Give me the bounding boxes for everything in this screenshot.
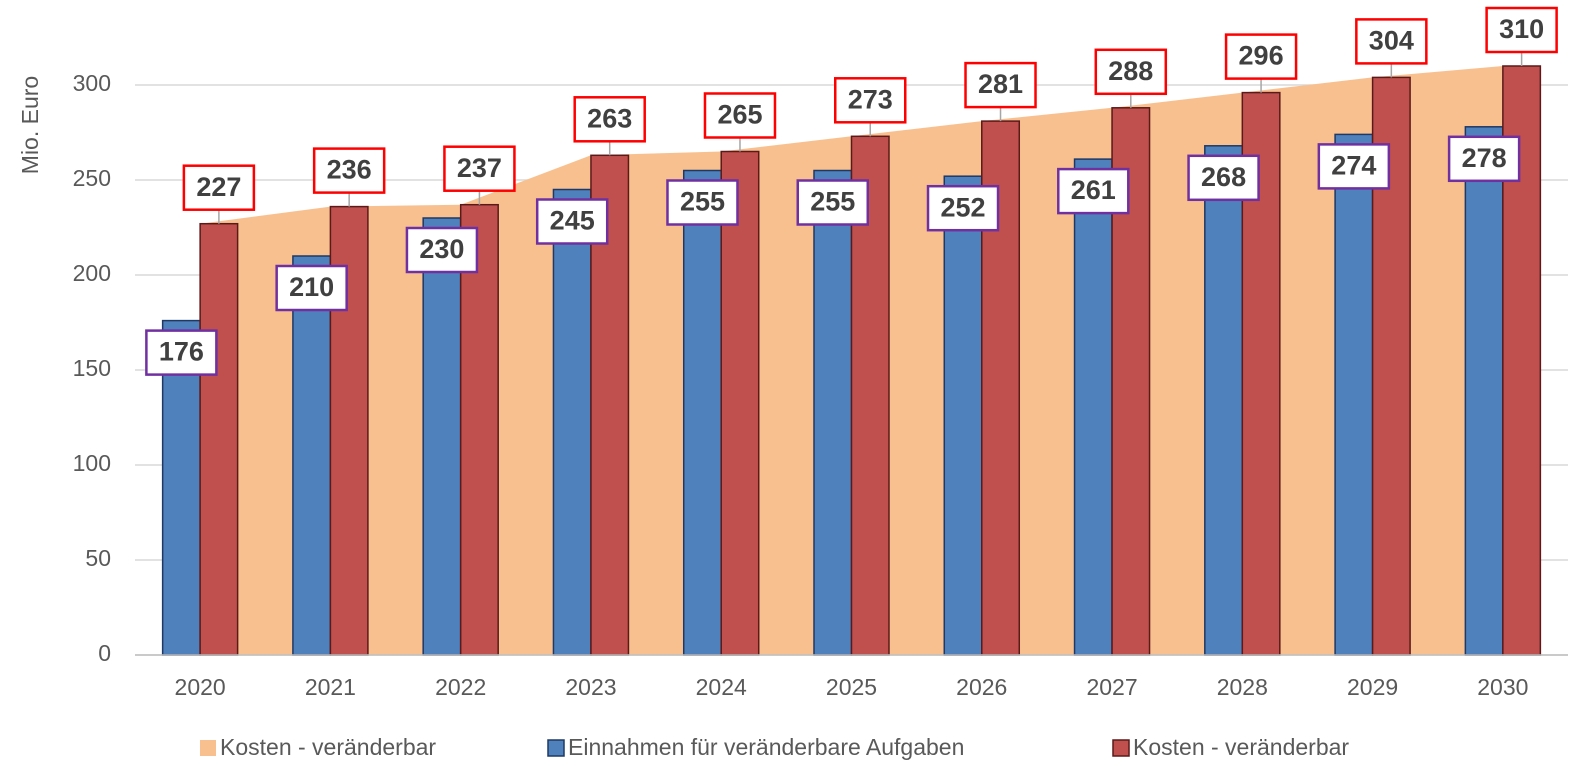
bar bbox=[1204, 145, 1244, 656]
legend-swatch bbox=[547, 739, 565, 757]
y-tick-label: 200 bbox=[73, 260, 111, 286]
data-label: 263 bbox=[587, 103, 632, 133]
bar bbox=[422, 217, 462, 656]
y-tick-label: 50 bbox=[85, 545, 111, 571]
data-label: 278 bbox=[1462, 143, 1507, 173]
legend-label: Einnahmen für veränderbare Aufgaben bbox=[568, 734, 964, 760]
data-label-box bbox=[535, 198, 609, 245]
data-label: 227 bbox=[196, 172, 241, 202]
data-label-box bbox=[834, 77, 907, 124]
data-label: 274 bbox=[1331, 151, 1376, 181]
data-label-box bbox=[573, 96, 646, 143]
data-label: 230 bbox=[419, 234, 464, 264]
data-label-box bbox=[1485, 6, 1558, 54]
data-label: 288 bbox=[1108, 56, 1153, 86]
data-label-box bbox=[666, 179, 739, 226]
x-tick-label: 2020 bbox=[175, 674, 226, 700]
x-tick-label: 2023 bbox=[565, 674, 616, 700]
y-tick-label: 0 bbox=[98, 640, 111, 666]
x-tick-label: 2027 bbox=[1086, 674, 1137, 700]
y-tick-label: 250 bbox=[73, 165, 111, 191]
data-label-box bbox=[1187, 154, 1260, 202]
data-label-box bbox=[1447, 135, 1521, 183]
data-label: 281 bbox=[978, 69, 1023, 99]
data-label-box bbox=[312, 147, 386, 194]
data-label: 261 bbox=[1071, 175, 1116, 205]
y-axis-title: Mio. Euro bbox=[17, 76, 43, 174]
bar bbox=[1464, 126, 1504, 656]
data-label-box bbox=[443, 145, 516, 192]
data-label-box bbox=[703, 92, 777, 139]
data-label: 273 bbox=[848, 84, 893, 114]
data-label: 176 bbox=[159, 337, 204, 367]
x-tick-label: 2021 bbox=[305, 674, 356, 700]
data-label: 210 bbox=[289, 272, 334, 302]
data-label-box bbox=[796, 179, 869, 226]
x-tick-label: 2025 bbox=[826, 674, 877, 700]
x-tick-label: 2028 bbox=[1217, 674, 1268, 700]
data-label-box bbox=[1317, 143, 1391, 190]
data-label: 252 bbox=[940, 192, 985, 222]
legend-label: Kosten - veränderbar bbox=[1133, 734, 1349, 760]
x-tick-label: 2026 bbox=[956, 674, 1007, 700]
y-tick-label: 150 bbox=[73, 355, 111, 381]
data-label-box bbox=[1094, 48, 1168, 96]
data-label: 237 bbox=[457, 153, 502, 183]
bar bbox=[682, 169, 722, 656]
x-tick-label: 2030 bbox=[1477, 674, 1528, 700]
x-tick-label: 2024 bbox=[696, 674, 747, 700]
bar bbox=[292, 255, 332, 656]
data-label-box bbox=[145, 329, 218, 376]
legend-label: Kosten - veränderbar bbox=[220, 734, 436, 760]
bar bbox=[552, 188, 592, 656]
data-label-box bbox=[1355, 18, 1428, 65]
data-label: 310 bbox=[1499, 14, 1544, 44]
data-label: 268 bbox=[1201, 162, 1246, 192]
x-tick-label: 2029 bbox=[1347, 674, 1398, 700]
data-label: 255 bbox=[680, 187, 725, 217]
y-tick-label: 100 bbox=[73, 450, 111, 476]
data-label: 296 bbox=[1239, 41, 1284, 71]
data-label-box bbox=[964, 61, 1037, 109]
data-label-box bbox=[1224, 33, 1298, 80]
data-label-box bbox=[1057, 167, 1130, 215]
data-label-box bbox=[275, 264, 348, 312]
bar bbox=[199, 222, 239, 656]
data-label-box bbox=[182, 164, 256, 211]
bar bbox=[943, 175, 983, 656]
legend-swatch bbox=[1112, 739, 1130, 757]
x-tick-label: 2022 bbox=[435, 674, 486, 700]
bar bbox=[1073, 158, 1113, 656]
y-tick-label: 300 bbox=[73, 70, 111, 96]
bar bbox=[720, 150, 760, 656]
bar bbox=[813, 169, 853, 656]
data-label: 236 bbox=[327, 155, 372, 185]
data-label: 304 bbox=[1369, 26, 1414, 56]
data-label-box bbox=[926, 184, 1000, 232]
data-label: 245 bbox=[550, 206, 595, 236]
legend-swatch bbox=[200, 740, 216, 756]
data-label: 265 bbox=[717, 100, 762, 130]
data-label-box bbox=[405, 226, 479, 274]
data-label: 255 bbox=[810, 187, 855, 217]
bar bbox=[1334, 133, 1374, 656]
